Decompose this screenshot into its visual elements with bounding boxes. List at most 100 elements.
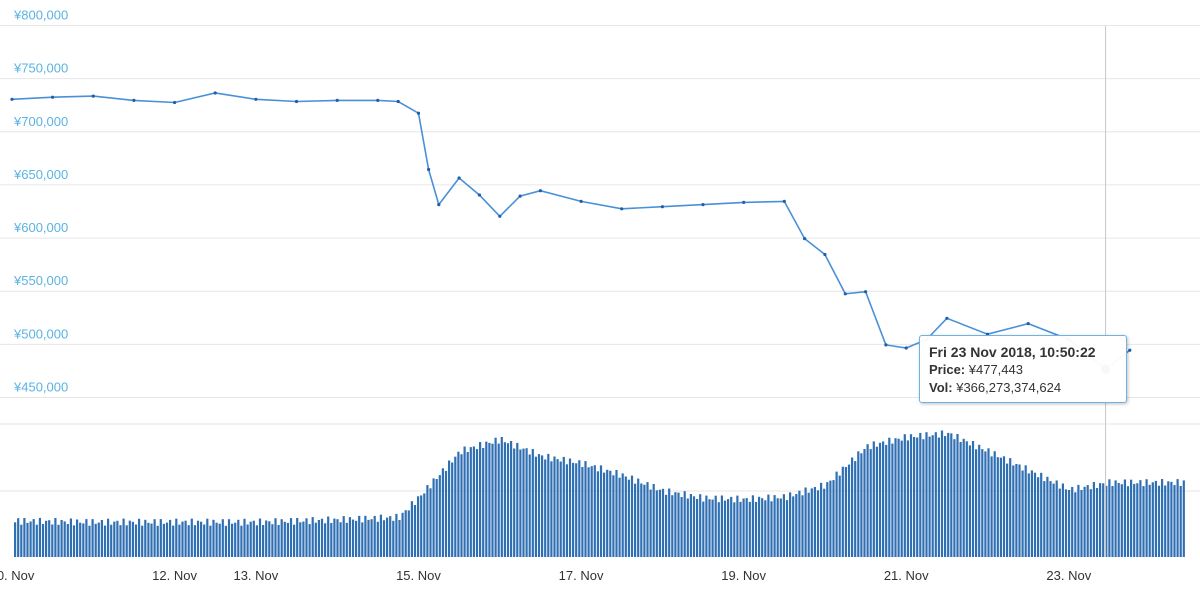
volume-bar xyxy=(689,494,692,557)
volume-bar xyxy=(370,519,373,557)
volume-bar xyxy=(1092,482,1095,557)
volume-bar xyxy=(677,492,680,557)
volume-bar xyxy=(987,448,990,557)
volume-bar xyxy=(333,518,336,557)
volume-bar xyxy=(469,447,472,557)
price-point xyxy=(335,98,339,102)
y-tick-label: ¥700,000 xyxy=(13,114,68,129)
volume-bar xyxy=(153,519,156,557)
volume-bar xyxy=(398,520,401,557)
volume-bar xyxy=(565,464,568,557)
volume-bar xyxy=(730,496,733,557)
volume-bar xyxy=(119,525,122,557)
volume-bar xyxy=(541,455,544,557)
volume-bar xyxy=(240,525,243,557)
volume-bar xyxy=(723,500,727,557)
volume-bar xyxy=(528,454,531,557)
volume-bar xyxy=(187,525,190,557)
volume-bar xyxy=(767,494,770,557)
volume-bar xyxy=(745,498,748,557)
volume-bar xyxy=(612,475,615,557)
volume-bar xyxy=(770,501,773,557)
price-point xyxy=(864,290,868,294)
volume-bar xyxy=(863,449,866,557)
volume-bar xyxy=(720,495,723,557)
volume-bar xyxy=(107,518,110,557)
x-tick-label: 19. Nov xyxy=(721,568,766,583)
x-axis-labels: 10. Nov 12. Nov 13. Nov 15. Nov 17. Nov 19. N… xyxy=(0,568,1092,583)
volume-bar xyxy=(491,443,494,557)
volume-bar xyxy=(280,519,283,557)
volume-bar xyxy=(513,448,516,557)
volume-bar xyxy=(599,465,603,557)
volume-bar xyxy=(382,520,386,557)
volume-bar xyxy=(1040,472,1043,557)
volume-bar xyxy=(826,482,829,557)
volume-bar xyxy=(379,514,382,557)
volume-bar xyxy=(395,513,398,557)
price-point xyxy=(782,199,786,203)
volume-bar xyxy=(928,436,931,557)
volume-bar xyxy=(999,457,1002,557)
volume-bar xyxy=(305,518,308,557)
volume-bar xyxy=(327,516,330,557)
volume-bar xyxy=(1071,487,1074,557)
volume-bar xyxy=(885,444,888,557)
volume-bar xyxy=(519,449,522,557)
volume-bar xyxy=(878,442,882,557)
volume-bar xyxy=(100,520,103,557)
price-point xyxy=(254,97,258,101)
volume-bar xyxy=(23,518,26,557)
volume-bar xyxy=(534,456,537,557)
volume-bar xyxy=(785,500,789,557)
volume-bar xyxy=(1086,485,1089,557)
volume-bar xyxy=(336,519,339,557)
price-line xyxy=(11,92,1131,370)
volume-bar xyxy=(804,487,807,557)
price-point xyxy=(51,95,55,99)
volume-bar xyxy=(965,441,968,557)
volume-bar xyxy=(1136,483,1139,557)
volume-bar xyxy=(603,472,606,557)
volume-bar xyxy=(472,446,475,557)
volume-bar xyxy=(1154,480,1157,557)
price-point xyxy=(701,203,705,207)
volume-bar xyxy=(727,499,730,557)
volume-bar xyxy=(568,458,572,557)
price-point xyxy=(843,292,847,296)
volume-bar xyxy=(404,510,407,557)
volume-bar xyxy=(48,520,51,557)
tooltip-price-label: Price: xyxy=(929,362,966,377)
volume-bar xyxy=(1055,480,1058,557)
volume-bar xyxy=(1111,486,1114,557)
price-point xyxy=(884,343,888,347)
volume-bar xyxy=(630,475,634,557)
volume-bar xyxy=(463,446,466,557)
volume-bar xyxy=(522,448,525,557)
volume-bar xyxy=(224,525,227,557)
volume-bar xyxy=(1095,488,1099,557)
x-tick-label: 12. Nov xyxy=(152,568,197,583)
volume-bar xyxy=(674,492,677,557)
volume-bar xyxy=(237,519,240,557)
price-point xyxy=(538,189,543,193)
tooltip-price-row: Price: ¥477,443 xyxy=(929,361,1117,379)
y-tick-label: ¥750,000 xyxy=(13,61,68,76)
volume-bar xyxy=(820,482,823,557)
volume-bar xyxy=(1120,484,1123,557)
price-point xyxy=(660,205,665,209)
volume-bar xyxy=(410,501,413,557)
volume-bar xyxy=(451,462,454,557)
volume-bar xyxy=(1002,456,1006,557)
volume-bar xyxy=(761,498,764,557)
volume-bar xyxy=(221,519,224,557)
volume-bar xyxy=(286,522,289,557)
volume-bar xyxy=(178,524,181,557)
price-point xyxy=(518,194,522,198)
volume-bar xyxy=(841,466,844,557)
volume-bar xyxy=(1074,492,1077,557)
volume-bar xyxy=(435,479,438,557)
price-point xyxy=(742,200,746,204)
